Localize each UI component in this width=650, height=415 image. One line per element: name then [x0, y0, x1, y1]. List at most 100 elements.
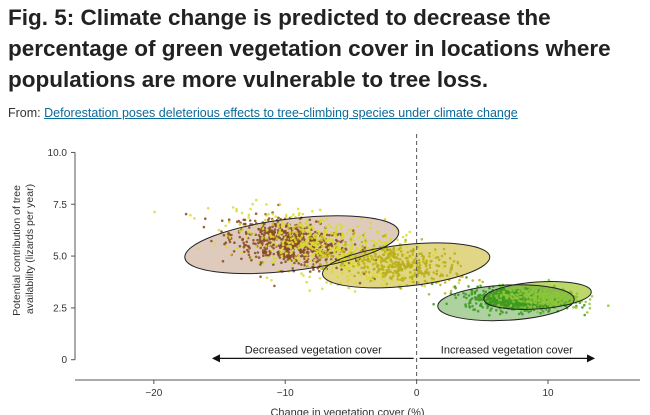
data-point	[267, 254, 270, 257]
data-point	[419, 270, 423, 273]
data-point	[288, 241, 291, 245]
data-point	[329, 225, 333, 229]
data-point	[300, 222, 303, 226]
data-point	[541, 295, 545, 298]
data-point	[348, 260, 352, 263]
data-point	[339, 227, 343, 231]
data-point	[222, 233, 226, 237]
data-point	[253, 219, 257, 223]
data-point	[366, 258, 370, 261]
data-point	[361, 260, 364, 263]
data-point	[339, 232, 342, 236]
data-point	[341, 243, 345, 247]
data-point	[319, 257, 323, 260]
source-article-link[interactable]: Deforestation poses deleterious effects …	[44, 106, 518, 120]
data-point	[371, 257, 374, 260]
data-point	[335, 266, 338, 270]
data-point	[373, 241, 377, 245]
data-point	[348, 269, 351, 273]
data-point	[318, 208, 322, 212]
data-point	[365, 244, 368, 247]
data-point	[347, 243, 350, 247]
data-point	[299, 224, 303, 228]
data-point	[358, 243, 362, 247]
data-point	[575, 292, 579, 295]
data-point	[364, 239, 367, 243]
data-point	[302, 274, 305, 277]
data-point	[228, 236, 232, 239]
data-point	[363, 232, 367, 235]
data-point	[318, 277, 322, 280]
data-point	[417, 268, 421, 272]
data-point	[289, 234, 292, 237]
data-point	[490, 307, 493, 310]
data-point	[283, 222, 286, 226]
data-point	[246, 244, 250, 248]
data-point	[398, 264, 402, 267]
data-point	[294, 242, 298, 246]
data-point	[308, 275, 312, 279]
data-point	[265, 214, 268, 217]
data-point	[331, 270, 334, 274]
data-point	[492, 295, 495, 298]
data-point	[550, 294, 554, 297]
data-point	[417, 266, 420, 269]
data-point	[396, 253, 400, 256]
data-point	[367, 268, 371, 271]
data-point	[297, 254, 301, 257]
data-point	[409, 249, 413, 253]
data-point	[430, 259, 433, 263]
data-point	[223, 242, 226, 246]
data-point	[432, 302, 435, 306]
data-point	[382, 253, 386, 256]
data-point	[398, 269, 401, 272]
data-point	[511, 306, 514, 310]
data-point	[405, 233, 408, 237]
source-line: From: Deforestation poses deleterious ef…	[8, 106, 518, 120]
data-point	[346, 252, 350, 255]
data-point	[363, 235, 366, 239]
data-point	[484, 299, 488, 302]
data-point	[423, 262, 427, 265]
data-point	[471, 279, 475, 282]
data-point	[535, 290, 538, 293]
data-point	[271, 212, 275, 216]
data-point	[379, 256, 383, 259]
data-point	[263, 218, 267, 222]
data-point	[290, 263, 294, 266]
data-point	[308, 218, 312, 222]
data-point	[420, 271, 424, 275]
data-point	[311, 227, 315, 230]
data-point	[364, 258, 368, 262]
data-point	[311, 210, 314, 213]
data-point	[353, 290, 357, 293]
data-point	[562, 298, 565, 301]
data-point	[265, 203, 268, 206]
data-point	[435, 269, 439, 273]
data-point	[277, 222, 281, 225]
data-point	[329, 260, 332, 264]
figure-title: Fig. 5: Climate change is predicted to d…	[8, 5, 611, 92]
data-point	[422, 260, 425, 263]
data-point	[302, 241, 306, 244]
data-point	[391, 274, 395, 278]
x-tick-label: −20	[145, 388, 162, 399]
data-point	[330, 244, 334, 248]
data-point	[454, 296, 458, 300]
data-point	[280, 238, 283, 241]
data-point	[333, 232, 337, 236]
y-axis-label-line-2: availability (lizards per year)	[24, 184, 36, 314]
data-point	[462, 295, 466, 298]
data-point	[350, 227, 353, 231]
data-point	[316, 260, 320, 263]
data-point	[259, 246, 263, 250]
data-point	[206, 207, 210, 210]
data-point	[434, 256, 438, 260]
data-point	[423, 279, 427, 283]
data-point	[294, 240, 298, 244]
data-point	[326, 243, 329, 247]
data-point	[479, 302, 483, 306]
data-point	[298, 222, 301, 225]
data-point	[402, 262, 405, 266]
data-point	[227, 220, 231, 224]
